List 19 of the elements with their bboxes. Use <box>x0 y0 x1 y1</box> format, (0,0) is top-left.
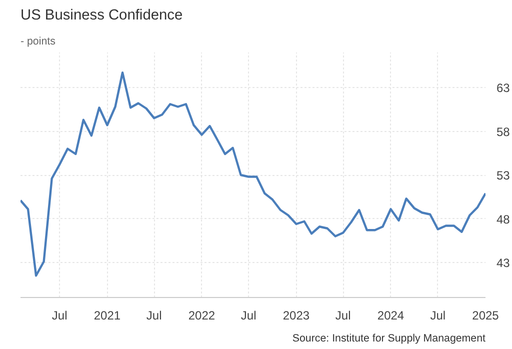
x-tick-label: Jul <box>240 308 256 322</box>
y-tick-label: 43 <box>496 256 510 270</box>
line-series <box>20 72 486 277</box>
chart-subtitle: - points <box>20 36 56 48</box>
y-tick-label: 58 <box>496 124 510 139</box>
y-tick-label: 63 <box>496 81 510 95</box>
x-tick-label: 2024 <box>377 308 404 322</box>
y-tick-label: 53 <box>496 168 510 182</box>
x-tick-label: Jul <box>335 308 351 322</box>
x-tick-label: 2022 <box>188 308 216 322</box>
x-tick-label: Jul <box>146 308 162 322</box>
x-tick-label: 2025 <box>472 308 500 322</box>
x-tick-label: Jul <box>430 308 446 322</box>
x-tick-label: 2021 <box>94 308 121 322</box>
x-tick-label: Jul <box>52 308 68 322</box>
source-note: Source: Institute for Supply Management <box>292 332 486 344</box>
x-tick-label: 2023 <box>282 308 310 322</box>
chart-title: US Business Confidence <box>20 8 183 24</box>
y-tick-label: 48 <box>496 212 510 226</box>
